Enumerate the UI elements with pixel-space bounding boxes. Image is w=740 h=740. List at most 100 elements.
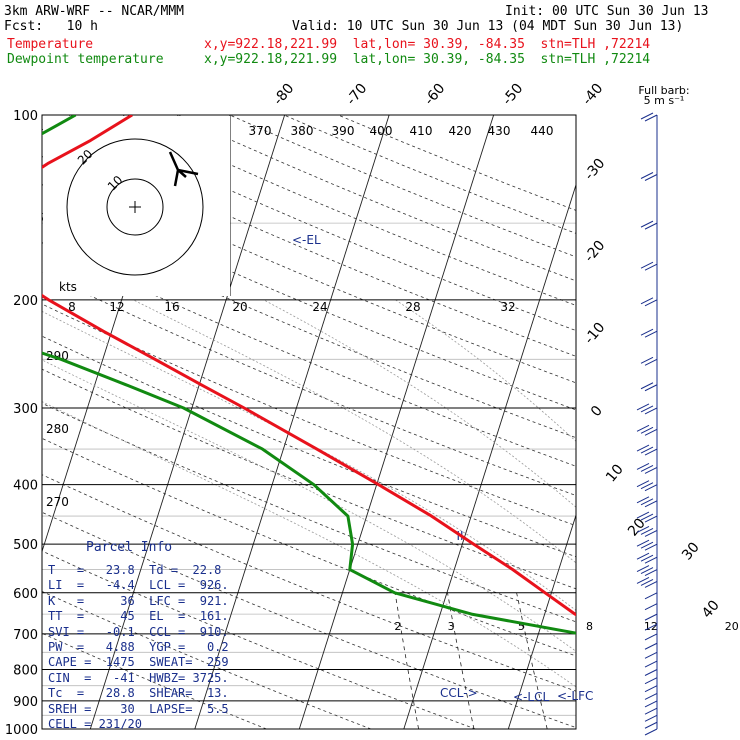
wind-barb: [636, 526, 650, 533]
dry-adiabat: [283, 115, 576, 234]
lfc-annotation: <-LFC: [557, 689, 593, 703]
wind-barb: [640, 172, 654, 179]
hodograph-speed-label: 8: [68, 300, 76, 314]
wind-barb: [644, 569, 658, 577]
hodograph-background: [43, 116, 230, 296]
wind-barb: [644, 603, 658, 611]
wind-barb: [640, 328, 654, 336]
isotherm-label: 20: [625, 515, 649, 539]
wind-barb: [640, 446, 654, 454]
wind-barb: [644, 613, 658, 621]
pressure-tick-label: 900: [13, 695, 38, 710]
dewpoint-legend: Dewpoint temperature: [7, 52, 164, 67]
hodograph-ring-inner: [106, 178, 164, 236]
isotherm-line: [298, 115, 495, 729]
wind-barb: [644, 530, 658, 537]
parcel-info-row: T = 23.8 Td = 22.8: [48, 563, 222, 577]
wind-barb: [640, 482, 654, 490]
wind-barb: [644, 714, 658, 722]
wind-barb: [644, 330, 658, 338]
plot-frame: [41, 114, 577, 730]
theta-label: 390: [332, 124, 355, 138]
wind-barb: [644, 384, 658, 392]
temperature-profile: [42, 115, 576, 617]
theta-label: 380: [291, 124, 314, 138]
wind-barb: [640, 356, 654, 364]
dry-adiabat: [42, 272, 576, 497]
hodograph-speed-label: 16: [164, 300, 179, 314]
pressure-tick-label: 300: [13, 402, 38, 417]
hodograph-speed-label: 24: [312, 300, 327, 314]
wind-barb: [640, 513, 654, 521]
isotherm-label: -40: [579, 81, 606, 109]
theta-label: 430: [488, 124, 511, 138]
wind-barb: [636, 403, 650, 411]
hodograph-units-label: kts: [59, 280, 77, 294]
dry-adiabat: [42, 212, 576, 439]
valid-time: Valid: 10 UTC Sun 30 Jun 13 (04 MDT Sun …: [292, 19, 684, 34]
wind-barb: [644, 692, 658, 700]
theta-left-label: 280: [46, 422, 69, 436]
theta-label: 440: [531, 124, 554, 138]
isotherm-label: 10: [603, 461, 627, 485]
hodograph-speed-label: 12: [109, 300, 124, 314]
wind-barb: [644, 543, 658, 551]
mixing-ratio-line: [447, 592, 475, 729]
parcel-info-row: SVI = -0.1 CCL = 910.: [48, 624, 229, 639]
wind-barb: [636, 424, 650, 432]
theta-label: 400: [370, 124, 393, 138]
parcel-info-row: LI = -4.4 LCL = 926.: [48, 578, 229, 593]
pressure-tick-label: 700: [13, 628, 38, 643]
wind-barb: [636, 480, 650, 488]
mixing-ratio-label: 8: [586, 620, 593, 633]
hodograph-ring-outer: [66, 138, 204, 276]
wind-barb: [636, 463, 650, 470]
isotherm-label: 0: [588, 403, 606, 420]
dry-adiabat: [175, 115, 576, 282]
hodograph-trace: [168, 151, 199, 187]
wind-barb: [640, 498, 654, 506]
wind-barb: [644, 623, 658, 631]
temperature-legend: Temperature: [7, 37, 94, 52]
wind-barb: [636, 565, 650, 573]
wind-barb: [644, 592, 658, 600]
theta-label: 370: [249, 124, 272, 138]
dry-adiabat: [42, 184, 576, 411]
isotherm-label: -10: [581, 320, 608, 348]
wind-barb: [640, 554, 654, 562]
theta-left-label: 270: [46, 495, 69, 509]
dry-adiabat: [337, 115, 576, 211]
init-time: Init: 00 UTC Sun 30 Jun 13: [505, 4, 709, 19]
wind-barb: [644, 580, 658, 588]
parcel-info-row: CIN = -41 HWBZ= 3725.: [48, 670, 229, 685]
parcel-info-row: CAPE = 1475 SWEAT= 259: [48, 655, 229, 670]
wind-barb: [640, 112, 654, 120]
wind-barb: [644, 222, 658, 230]
parcel-info-panel: Parcel Info T = 23.8 Td = 22.8 LI = -4.4 …: [42, 536, 242, 731]
wind-barb: [644, 299, 658, 307]
wind-barb: [640, 405, 654, 413]
wind-barb: [644, 633, 658, 641]
dry-adiabat: [229, 115, 576, 258]
dry-adiabat: [42, 550, 476, 729]
wind-barb: [644, 263, 658, 271]
wind-barb: [644, 358, 658, 366]
wind-barb: [644, 651, 658, 659]
wind-barb: [640, 578, 654, 586]
wind-barb: [644, 700, 658, 708]
wind-barb: [636, 511, 650, 519]
dewpoint-profile: [42, 115, 576, 635]
parcel-info-title: Parcel Info: [86, 540, 173, 555]
pressure-tick-label: 200: [13, 294, 38, 309]
isotherm-label: -30: [581, 156, 608, 184]
parcel-info-row: K = 36 LFC = 921.: [48, 593, 229, 608]
moist-adiabat: [395, 299, 576, 442]
mixing-ratio-line: [723, 593, 740, 729]
wind-barb: [640, 541, 654, 549]
isotherm-line: [403, 183, 576, 729]
wind-barb: [644, 407, 658, 415]
pressure-tick-label: 600: [13, 587, 38, 602]
hodograph-speed-label: 20: [232, 300, 247, 314]
wind-barb: [644, 556, 658, 564]
ccl-annotation: CCL->: [440, 686, 478, 700]
